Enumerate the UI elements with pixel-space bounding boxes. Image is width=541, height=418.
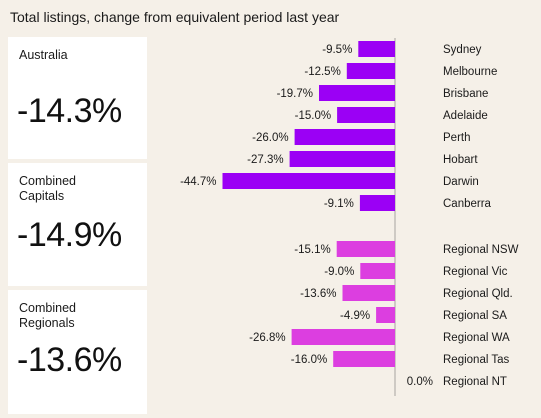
category-label-regional-sa: Regional SA (443, 310, 507, 322)
bar-darwin (222, 173, 395, 189)
bar-canberra (359, 195, 395, 211)
value-label-sydney: -9.5% (322, 44, 352, 56)
value-label-adelaide: -15.0% (295, 110, 331, 122)
category-label-regional-qld: Regional Qld. (443, 288, 513, 300)
category-label-canberra: Canberra (443, 198, 492, 210)
value-label-canberra: -9.1% (324, 198, 354, 210)
value-label-melbourne: -12.5% (304, 66, 340, 78)
value-label-darwin: -44.7% (180, 176, 216, 188)
value-label-brisbane: -19.7% (277, 88, 313, 100)
value-label-regional-nt: 0.0% (407, 376, 433, 388)
value-label-regional-sa: -4.9% (340, 310, 370, 322)
bar-perth (294, 129, 395, 145)
category-label-sydney: Sydney (443, 44, 482, 56)
combined-capitals-card: Combined Capitals -14.9% (8, 163, 147, 286)
bar-adelaide (337, 107, 395, 123)
bar-brisbane (319, 85, 395, 101)
bar-hobart (289, 151, 395, 167)
category-label-darwin: Darwin (443, 176, 479, 188)
bar-sydney (358, 41, 395, 57)
category-label-adelaide: Adelaide (443, 110, 488, 122)
chart-title: Total listings, change from equivalent p… (10, 9, 340, 25)
category-label-regional-wa: Regional WA (443, 332, 510, 344)
value-label-hobart: -27.3% (247, 154, 283, 166)
category-label-regional-nsw: Regional NSW (443, 244, 519, 256)
category-label-melbourne: Melbourne (443, 66, 497, 78)
combined-regionals-card: Combined Regionals -13.6% (8, 290, 147, 414)
combined-regionals-label: Combined Regionals (19, 301, 76, 330)
value-label-regional-tas: -16.0% (291, 354, 327, 366)
bar-regional-vic (360, 263, 395, 279)
category-label-regional-nt: Regional NT (443, 376, 507, 388)
value-label-regional-nsw: -15.1% (294, 244, 330, 256)
australia-value: -14.3% (17, 92, 122, 130)
category-label-hobart: Hobart (443, 154, 478, 166)
value-label-perth: -26.0% (252, 132, 288, 144)
bar-regional-wa (291, 329, 395, 345)
value-label-regional-vic: -9.0% (324, 266, 354, 278)
category-label-brisbane: Brisbane (443, 88, 488, 100)
value-label-regional-qld: -13.6% (300, 288, 336, 300)
bar-melbourne (346, 63, 396, 79)
bar-regional-qld (342, 285, 395, 301)
category-label-perth: Perth (443, 132, 471, 144)
combined-regionals-value: -13.6% (17, 341, 122, 379)
value-label-regional-wa: -26.8% (249, 332, 285, 344)
australia-label: Australia (19, 48, 68, 62)
combined-capitals-value: -14.9% (17, 216, 122, 254)
bar-regional-tas (333, 351, 395, 367)
combined-capitals-label: Combined Capitals (19, 174, 76, 203)
australia-card: Australia -14.3% (8, 37, 147, 159)
category-label-regional-tas: Regional Tas (443, 354, 510, 366)
bar-regional-sa (376, 307, 395, 323)
category-label-regional-vic: Regional Vic (443, 266, 508, 278)
bar-regional-nsw (336, 241, 395, 257)
